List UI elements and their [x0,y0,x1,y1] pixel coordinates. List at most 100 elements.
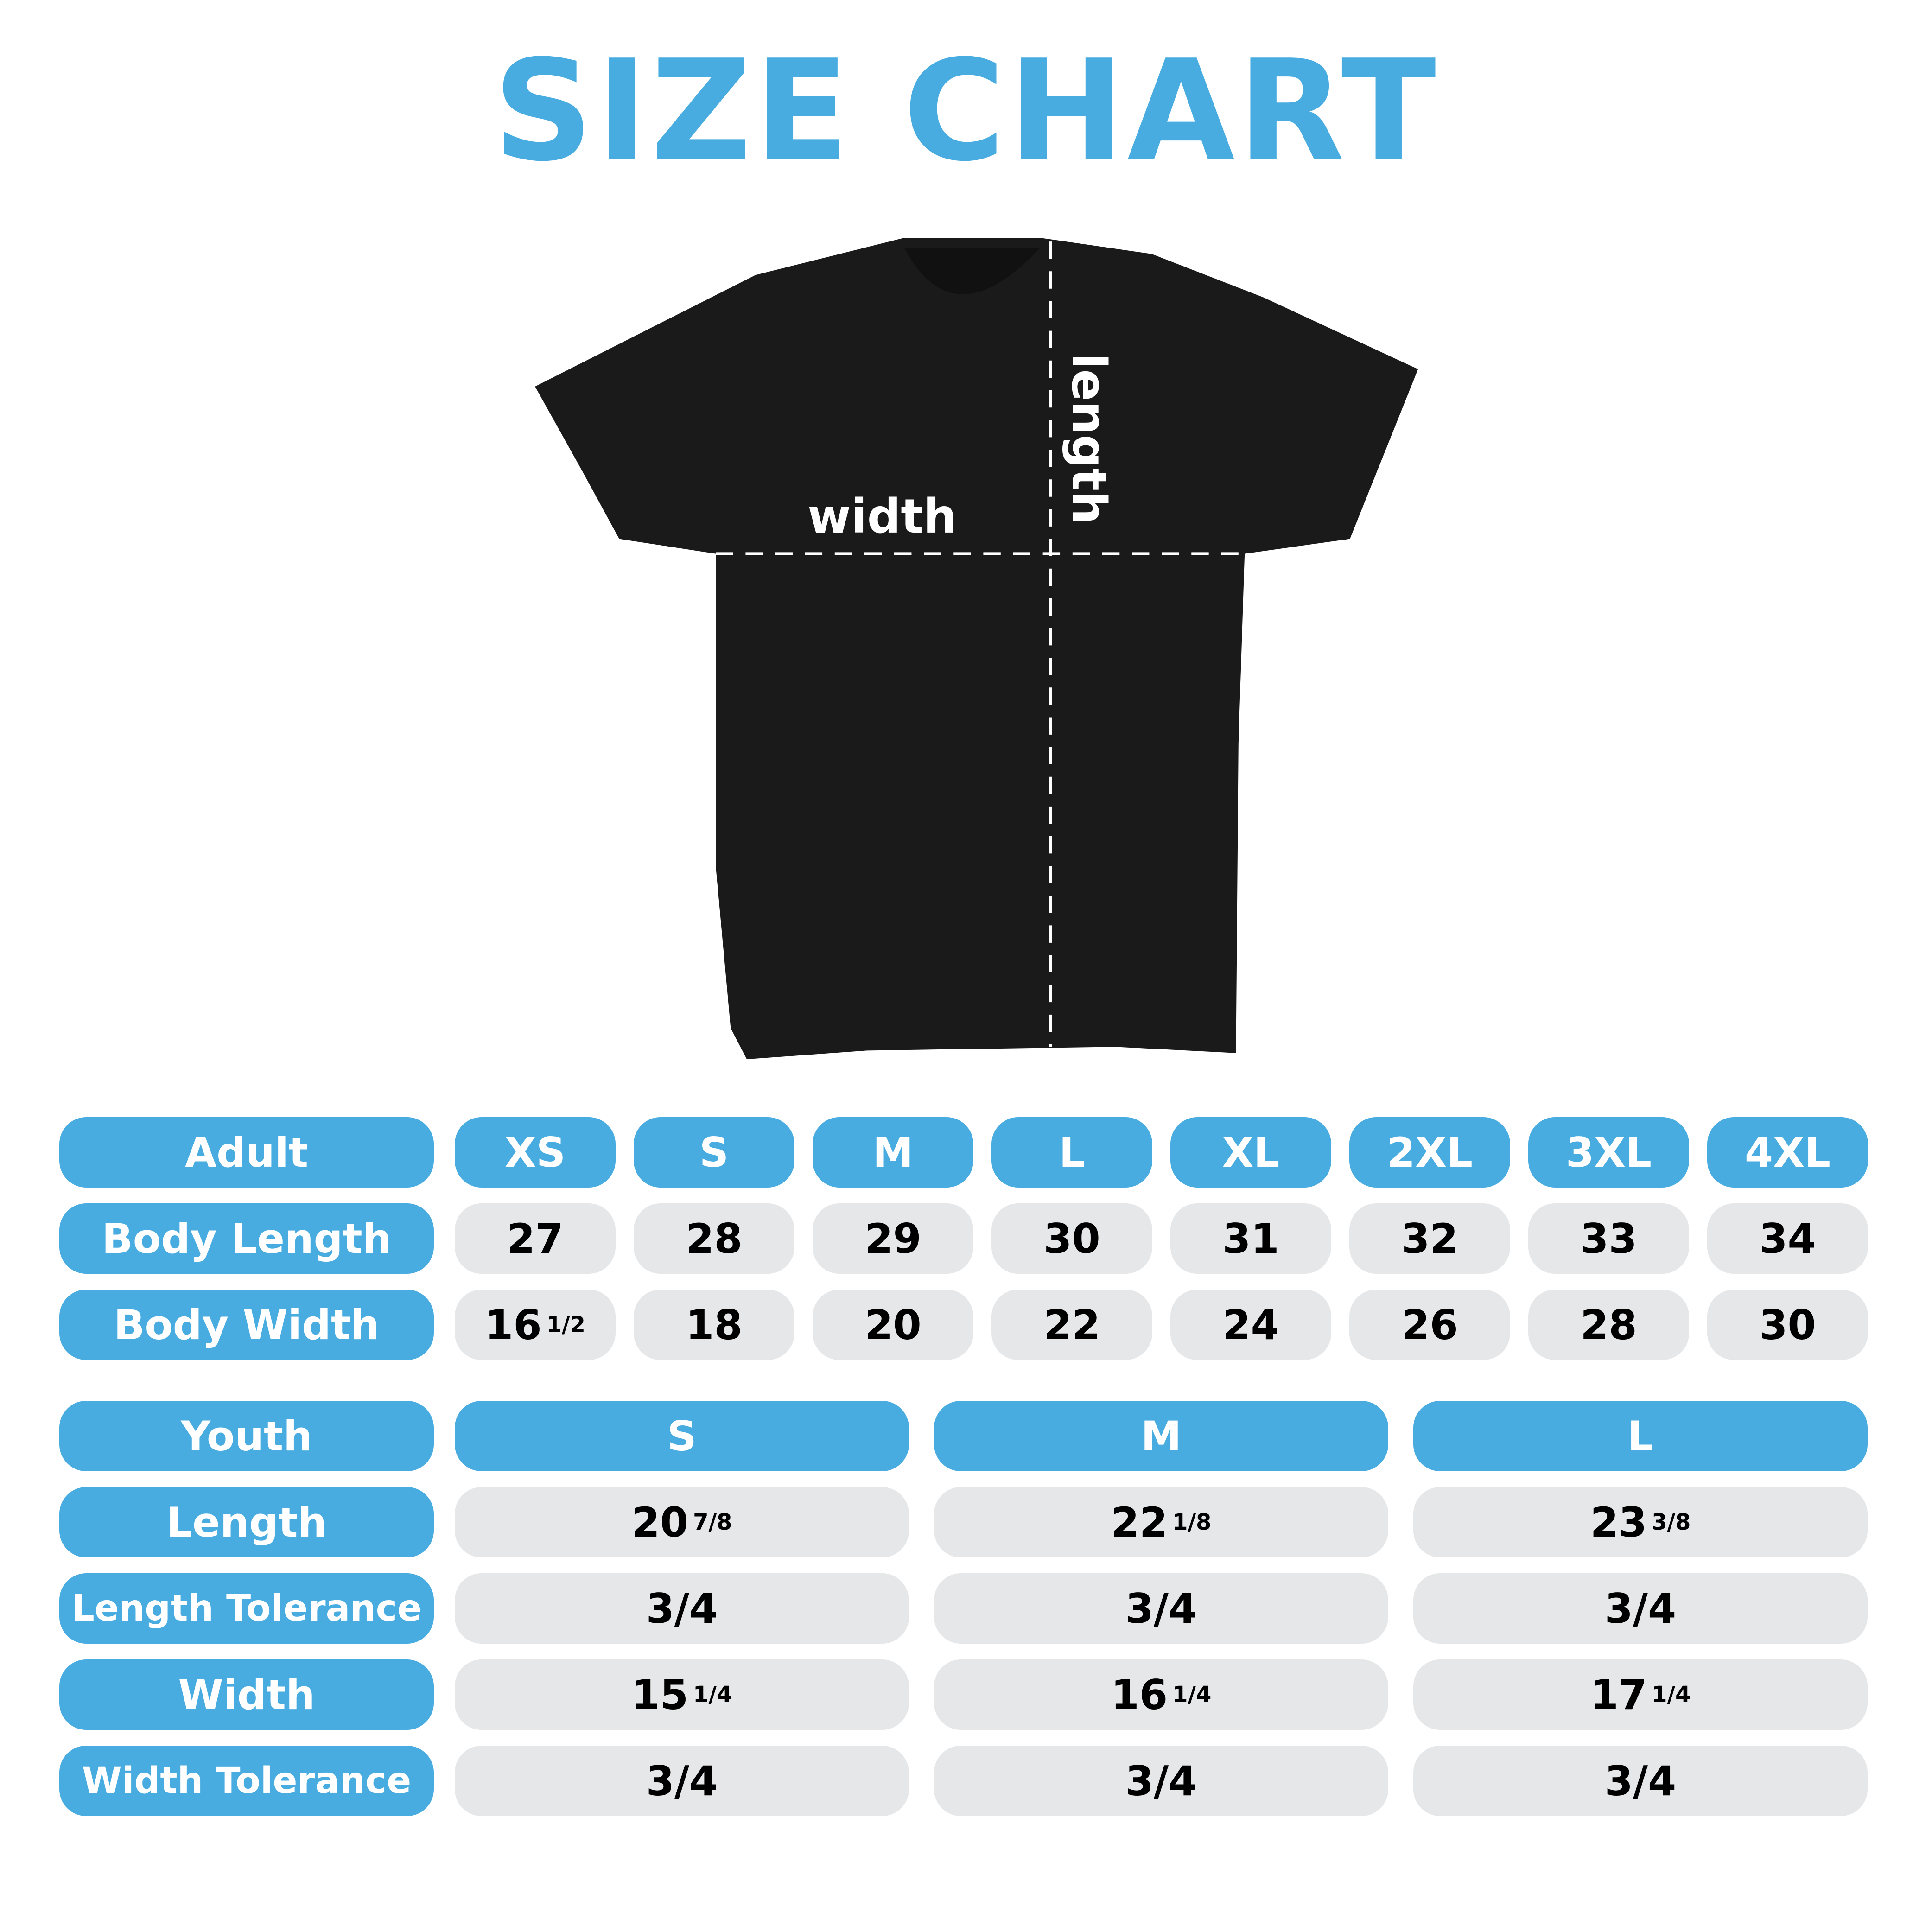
youth-value-cell-text: 22 [1111,1498,1168,1546]
adult-size-2xl: 2XL [1349,1117,1510,1188]
page-title: SIZE CHART [493,30,1439,192]
adult-value-cell: 31 [1170,1203,1331,1274]
adult-size-m-text: M [872,1128,914,1176]
youth-value-cell-text: 17 [1590,1671,1647,1719]
adult-size-xl: XL [1170,1117,1331,1188]
youth-row-label: Width Tolerance [59,1746,434,1816]
youth-header: Youth [59,1401,434,1471]
adult-value-cell: 18 [634,1290,794,1360]
adult-value-cell: 24 [1170,1290,1331,1360]
youth-value-cell-text: 3/4 [1125,1757,1197,1805]
adult-size-xs: XS [455,1117,616,1188]
youth-value-cell-text: 3/4 [1125,1584,1197,1633]
neckline [904,248,1041,294]
adult-value-cell-text: 20 [864,1301,922,1349]
youth-value-cell-text: 20 [631,1498,689,1546]
adult-row-label: Body Width [59,1290,434,1360]
youth-value-cell: 15 1/4 [455,1659,909,1730]
adult-size-3xl: 3XL [1528,1117,1689,1188]
adult-row-label-text: Body Length [102,1214,392,1263]
adult-size-l: L [991,1117,1152,1188]
youth-value-cell-fraction: 1/4 [1652,1682,1691,1708]
youth-value-cell-text: 16 [1111,1671,1168,1719]
adult-value-cell: 29 [813,1203,973,1274]
adult-row-label: Body Length [59,1203,434,1274]
youth-value-cell-text: 3/4 [646,1757,718,1805]
adult-value-cell: 20 [813,1290,973,1360]
adult-size-4xl-text: 4XL [1744,1128,1831,1176]
youth-value-cell-text: 3/4 [1604,1584,1677,1633]
youth-header-text: Youth [181,1412,312,1460]
youth-value-cell-text: 15 [631,1671,689,1719]
youth-value-cell: 16 1/4 [934,1659,1388,1730]
width-label: width [807,489,957,544]
youth-value-cell: 3/4 [455,1573,909,1644]
youth-value-cell-fraction: 1/4 [1172,1682,1212,1708]
adult-size-s-text: S [699,1128,729,1176]
youth-size-s: S [455,1401,909,1471]
tshirt-diagram: width length [535,238,1418,1060]
adult-value-cell: 26 [1349,1290,1510,1360]
youth-size-l: L [1413,1401,1868,1471]
youth-value-cell: 20 7/8 [455,1487,909,1557]
youth-value-cell-text: 3/4 [1604,1757,1677,1805]
youth-value-cell: 22 1/8 [934,1487,1388,1557]
youth-value-cell: 23 3/8 [1413,1487,1868,1557]
adult-header-text: Adult [185,1128,308,1176]
adult-size-xl-text: XL [1222,1128,1280,1176]
adult-value-cell-text: 28 [1580,1301,1637,1349]
youth-value-cell-text: 23 [1590,1498,1647,1546]
youth-row-label-text: Width [178,1671,315,1719]
adult-value-cell-text: 27 [507,1214,564,1263]
youth-value-cell-fraction: 1/4 [693,1682,732,1708]
adult-value-cell-text: 28 [686,1214,743,1263]
adult-value-cell: 34 [1707,1203,1868,1274]
adult-value-cell: 32 [1349,1203,1510,1274]
adult-value-cell: 27 [455,1203,616,1274]
youth-row-label: Length [59,1487,434,1557]
adult-value-cell: 22 [991,1290,1152,1360]
youth-row-label: Width [59,1659,434,1730]
adult-value-cell-text: 30 [1043,1214,1100,1263]
tshirt-shape [535,238,1418,1060]
youth-value-cell: 17 1/4 [1413,1659,1868,1730]
youth-size-l-text: L [1627,1412,1654,1460]
adult-value-cell: 33 [1528,1203,1689,1274]
adult-size-s: S [634,1117,794,1188]
adult-value-cell-text: 24 [1222,1301,1279,1349]
adult-value-cell-text: 26 [1401,1301,1458,1349]
adult-size-xs-text: XS [504,1128,566,1176]
adult-value-cell-text: 31 [1222,1214,1279,1263]
adult-size-m: M [813,1117,973,1188]
youth-size-m: M [934,1401,1388,1471]
adult-value-cell: 16 1/2 [455,1290,616,1360]
youth-value-cell-fraction: 3/8 [1652,1509,1691,1535]
youth-size-m-text: M [1141,1412,1182,1460]
adult-size-2xl-text: 2XL [1386,1128,1473,1176]
youth-value-cell: 3/4 [1413,1573,1868,1644]
adult-value-cell-text: 16 [485,1301,542,1349]
adult-value-cell-text: 32 [1401,1214,1458,1263]
adult-value-cell: 28 [634,1203,794,1274]
youth-value-cell-fraction: 1/8 [1172,1509,1212,1535]
adult-size-4xl: 4XL [1707,1117,1868,1188]
adult-value-cell-text: 33 [1580,1214,1637,1263]
youth-row-label-text: Length Tolerance [71,1588,422,1629]
adult-header: Adult [59,1117,434,1188]
adult-value-cell-text: 29 [864,1214,922,1263]
adult-value-cell: 28 [1528,1290,1689,1360]
length-label: length [1061,353,1116,525]
youth-value-cell: 3/4 [934,1573,1388,1644]
youth-row-label: Length Tolerance [59,1573,434,1644]
adult-row-label-text: Body Width [114,1301,380,1349]
youth-value-cell: 3/4 [934,1746,1388,1816]
adult-value-cell: 30 [991,1203,1152,1274]
adult-value-cell-text: 30 [1759,1301,1816,1349]
youth-value-cell: 3/4 [1413,1746,1868,1816]
youth-value-cell: 3/4 [455,1746,909,1816]
youth-value-cell-text: 3/4 [646,1584,718,1633]
adult-size-3xl-text: 3XL [1565,1128,1652,1176]
youth-row-label-text: Length [166,1498,327,1546]
adult-value-cell-text: 34 [1759,1214,1816,1263]
youth-size-s-text: S [667,1412,697,1460]
